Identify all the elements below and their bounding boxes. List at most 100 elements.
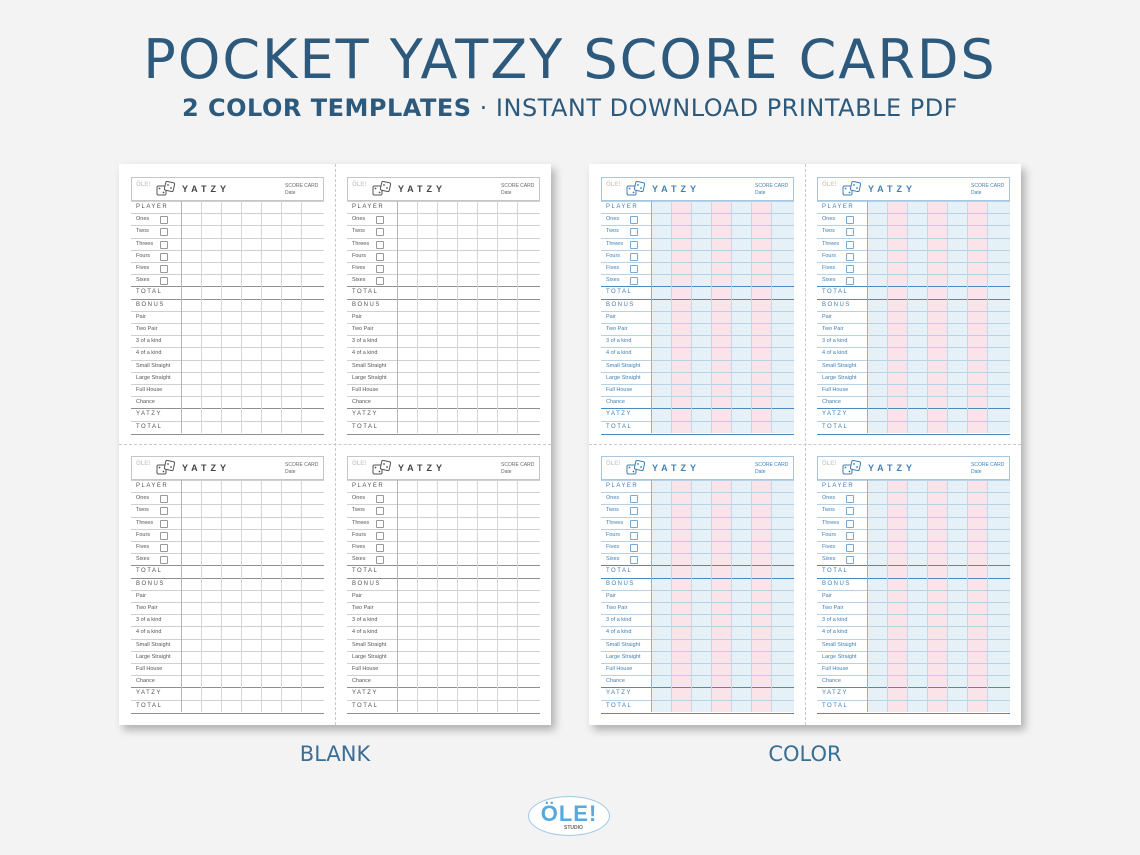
die-face-icon: [160, 556, 168, 565]
row-label: YATZY: [606, 411, 632, 418]
card-title: YATZY: [398, 184, 447, 194]
row-label: Ones: [136, 495, 150, 502]
table-row: TOTAL: [817, 420, 1010, 435]
table-row: YATZY: [347, 687, 540, 700]
table-row: Small Straight: [817, 638, 1010, 652]
table-row: Threes: [817, 237, 1010, 251]
column-fill: [771, 480, 794, 712]
table-row: Pair: [131, 589, 324, 603]
card-title: YATZY: [868, 184, 917, 194]
column-line: [967, 201, 968, 433]
table-row: Small Straight: [347, 638, 540, 652]
table-row: Full House: [347, 384, 540, 397]
table-row: Two Pair: [817, 602, 1010, 615]
row-label: Twos: [606, 507, 619, 514]
row-label: Twos: [822, 507, 835, 514]
table-row: PLAYER: [347, 480, 540, 493]
table-row: 4 of a kind: [131, 626, 324, 639]
die-face-icon: [630, 519, 638, 528]
row-label: BONUS: [352, 301, 381, 308]
table-row: Fours: [817, 249, 1010, 263]
table-row: Small Straight: [601, 359, 794, 373]
row-label: Pair: [822, 313, 832, 320]
row-label: YATZY: [606, 690, 632, 697]
table-row: Full House: [131, 663, 324, 676]
die-face-icon: [376, 495, 384, 504]
table-row: Fives: [817, 262, 1010, 275]
table-row: TOTAL: [347, 286, 540, 299]
score-card-label: SCORE CARD Date: [971, 183, 1004, 197]
table-row: Large Straight: [817, 650, 1010, 664]
table-row: Fours: [601, 528, 794, 542]
table-row: Sixes: [601, 553, 794, 566]
row-label: Twos: [822, 228, 835, 235]
table-row: Small Straight: [817, 359, 1010, 373]
row-label: TOTAL: [606, 289, 633, 296]
die-face-icon: [846, 531, 854, 540]
row-label: Twos: [352, 507, 365, 514]
dice-icon: [626, 460, 646, 475]
table-row: 4 of a kind: [817, 347, 1010, 360]
table-row: Pair: [347, 310, 540, 324]
table-row: Ones: [817, 492, 1010, 505]
column-line: [887, 201, 888, 433]
table-row: TOTAL: [601, 565, 794, 578]
die-face-icon: [376, 556, 384, 565]
table-row: Threes: [347, 516, 540, 530]
column-line: [731, 480, 732, 712]
column-line: [671, 201, 672, 433]
die-face-icon: [846, 556, 854, 565]
table-row: PLAYER: [817, 480, 1010, 493]
row-label: TOTAL: [606, 702, 633, 709]
column-fill: [751, 480, 771, 712]
column-fill: [887, 201, 907, 433]
score-grid: PLAYER Ones Twos Threes Fours Fives Sixes TOTAL…: [817, 201, 1010, 435]
dice-icon: [156, 181, 176, 196]
table-row: Pair: [817, 310, 1010, 324]
row-label: Small Straight: [352, 641, 387, 648]
table-row: Threes: [817, 516, 1010, 530]
row-label: Threes: [352, 519, 370, 526]
row-label: 4 of a kind: [606, 629, 632, 636]
die-face-icon: [846, 544, 854, 552]
table-row: 3 of a kind: [131, 335, 324, 348]
column-line: [241, 480, 242, 712]
mini-logo: ÖLE!: [822, 182, 837, 188]
die-face-icon: [630, 507, 638, 516]
table-row: BONUS: [601, 298, 794, 312]
score-card: ÖLE! YATZY SCORE CARD Date PLAYER Ones Twos Thr…: [131, 177, 324, 435]
row-label: Large Straight: [606, 653, 641, 660]
card-header: ÖLE! YATZY SCORE CARD Date: [817, 177, 1010, 201]
table-row: YATZY: [347, 408, 540, 421]
column-fill: [651, 480, 671, 712]
score-card-label: SCORE CARD Date: [285, 462, 318, 476]
row-label: Twos: [606, 228, 619, 235]
brand-badge: [528, 796, 610, 836]
table-row: Twos: [601, 504, 794, 517]
row-label: Full House: [822, 666, 849, 672]
row-label: BONUS: [136, 301, 165, 308]
table-row: Small Straight: [131, 638, 324, 652]
subtitle-templates: 2 COLOR TEMPLATES: [181, 94, 472, 122]
card-header: ÖLE! YATZY SCORE CARD Date: [347, 456, 540, 480]
row-label: PLAYER: [606, 204, 639, 210]
column-line: [947, 201, 948, 433]
card-header: ÖLE! YATZY SCORE CARD Date: [131, 177, 324, 201]
row-label: Two Pair: [136, 326, 158, 332]
row-label: Threes: [136, 519, 154, 526]
table-row: Two Pair: [131, 602, 324, 615]
column-fill: [671, 480, 691, 712]
table-row: PLAYER: [817, 201, 1010, 214]
table-row: 3 of a kind: [347, 335, 540, 348]
row-label: Full House: [606, 666, 633, 672]
table-row: Small Straight: [131, 359, 324, 373]
table-row: Sixes: [817, 553, 1010, 566]
column-fill: [927, 480, 947, 712]
table-row: Ones: [347, 213, 540, 226]
row-label: Fours: [822, 531, 837, 538]
table-row: Large Straight: [347, 371, 540, 385]
table-row: 3 of a kind: [131, 614, 324, 627]
table-row: Twos: [131, 504, 324, 517]
row-label: BONUS: [822, 580, 851, 587]
table-row: Full House: [817, 384, 1010, 397]
